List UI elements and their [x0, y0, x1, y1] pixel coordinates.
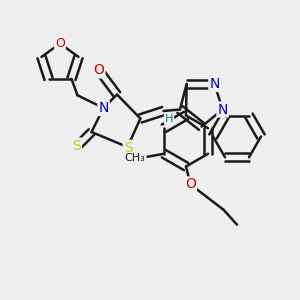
- Text: O: O: [94, 64, 104, 77]
- Text: N: N: [218, 103, 228, 116]
- Text: O: O: [185, 178, 196, 191]
- Text: CH₃: CH₃: [124, 153, 145, 163]
- Text: S: S: [124, 141, 133, 155]
- Text: O: O: [55, 37, 65, 50]
- Text: N: N: [209, 77, 220, 91]
- Text: N: N: [98, 101, 109, 115]
- Text: S: S: [72, 139, 81, 152]
- Text: H: H: [165, 113, 173, 124]
